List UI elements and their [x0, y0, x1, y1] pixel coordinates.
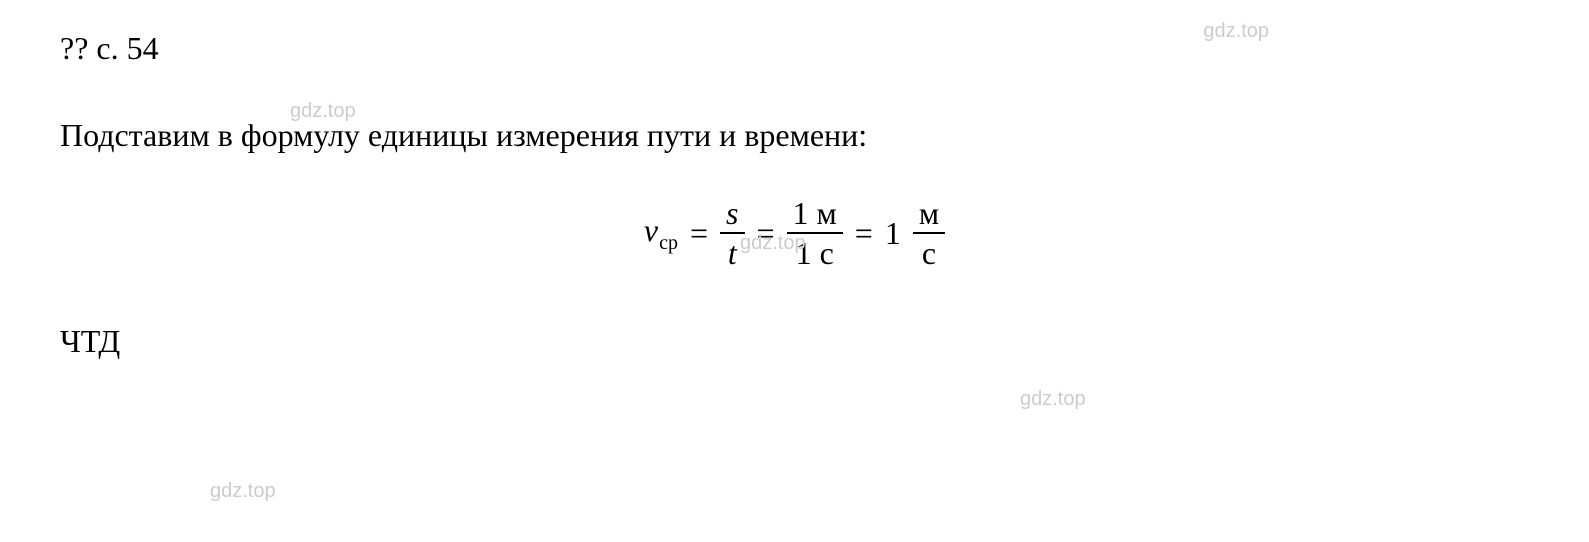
value-1: 1 [793, 195, 809, 231]
watermark: gdz.top [1020, 388, 1086, 411]
fraction-m-over-s: м с [913, 194, 945, 273]
value-1: 1 [796, 235, 812, 271]
unit-m: м [817, 195, 837, 231]
qed-text: ЧТД [60, 323, 1529, 360]
fraction-1m-over-1s: 1 м 1 с [787, 194, 843, 273]
page-reference: ?? с. 54 [60, 30, 1529, 67]
equals-sign: = [690, 215, 708, 252]
watermark: gdz.top [210, 480, 276, 503]
subscript-sr: ср [659, 232, 678, 254]
formula-lhs: vср [644, 212, 678, 254]
denominator-t: t [722, 234, 743, 272]
numerator-s: s [720, 194, 744, 234]
intro-text: Подставим в формулу единицы измерения пу… [60, 117, 1529, 154]
formula-block: vср = s t = 1 м 1 с = 1 м с [60, 194, 1529, 273]
equals-sign: = [757, 215, 775, 252]
coefficient-1: 1 [885, 215, 901, 252]
numerator-m: м [913, 194, 945, 234]
denominator-1s: 1 с [790, 234, 840, 272]
equals-sign: = [855, 215, 873, 252]
denominator-s: с [916, 234, 942, 272]
numerator-1m: 1 м [787, 194, 843, 234]
unit-s: с [820, 235, 834, 271]
variable-v: v [644, 212, 658, 248]
fraction-s-over-t: s t [720, 194, 744, 273]
